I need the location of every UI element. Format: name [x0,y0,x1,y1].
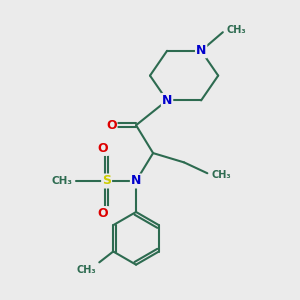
Text: CH₃: CH₃ [226,25,246,35]
Text: N: N [196,44,206,57]
Text: CH₃: CH₃ [76,266,96,275]
Text: CH₃: CH₃ [52,176,73,186]
Text: O: O [106,119,117,132]
Text: N: N [131,175,141,188]
Text: O: O [98,207,108,220]
Text: CH₃: CH₃ [212,170,232,180]
Text: N: N [162,94,172,107]
Text: O: O [98,142,108,155]
Text: S: S [102,175,111,188]
